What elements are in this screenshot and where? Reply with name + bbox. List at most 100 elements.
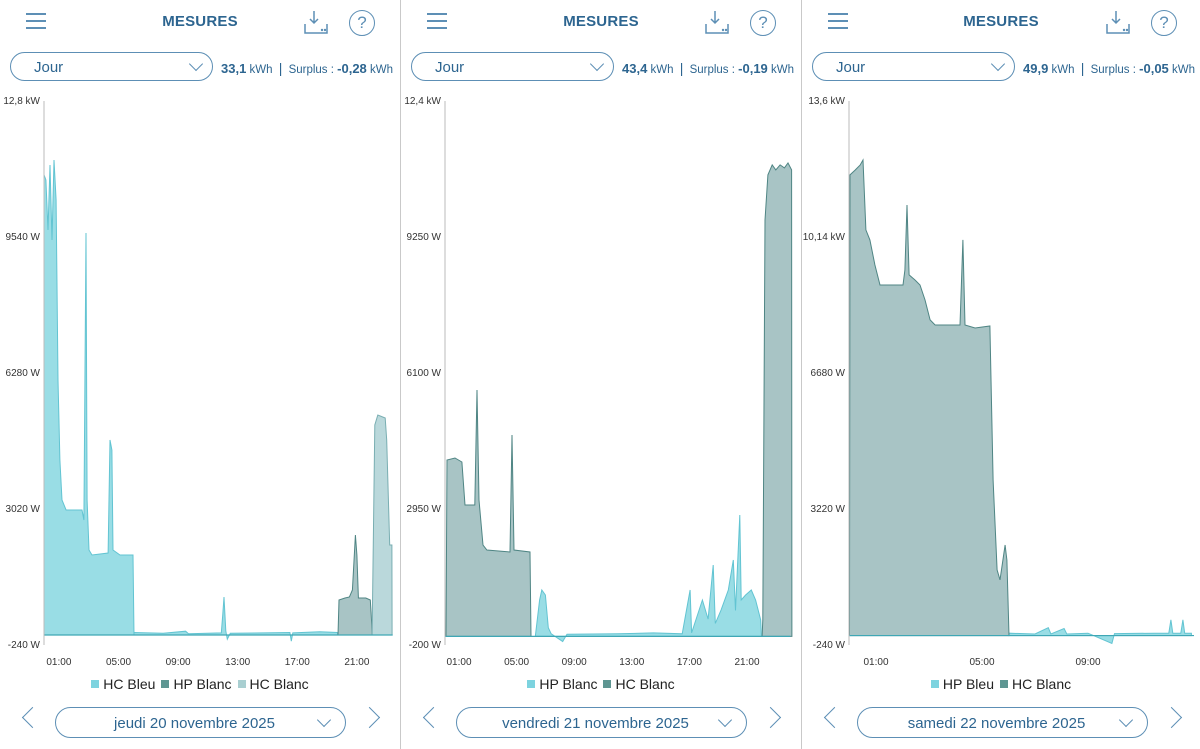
x-tick-label: 01:00: [863, 657, 888, 668]
series-area-hc-blanc: [761, 161, 793, 637]
series-area-hp-blanc: [534, 514, 762, 643]
chart-legend: HP Bleu HC Blanc: [802, 676, 1200, 692]
download-icon[interactable]: [703, 10, 731, 36]
help-icon[interactable]: ?: [1151, 10, 1177, 36]
legend-label: HC Bleu: [103, 676, 156, 692]
legend-item[interactable]: HP Blanc: [527, 676, 597, 692]
surplus-label: Surplus :: [1090, 64, 1136, 76]
date-picker[interactable]: vendredi 21 novembre 2025: [456, 707, 747, 738]
legend-label: HP Bleu: [942, 676, 994, 692]
period-value: Jour: [836, 59, 866, 76]
x-tick-label: 21:00: [344, 657, 369, 668]
legend-label: HC Blanc: [615, 676, 675, 692]
separator: |: [679, 60, 684, 76]
power-chart: 13,6 kW 10,14 kW 6680 W 3220 W -240 W 01:00 05…: [803, 96, 1194, 668]
date-picker[interactable]: jeudi 20 novembre 2025: [55, 707, 346, 738]
x-tick-label: 17:00: [285, 657, 310, 668]
separator: |: [1080, 60, 1085, 76]
x-tick-label: 05:00: [504, 657, 529, 668]
consumption-summary: 43,4 kWh | Surplus : -0,19 kWh: [622, 60, 794, 76]
y-tick-label: 3020 W: [6, 504, 41, 515]
consumption-summary: 33,1 kWh | Surplus : -0,28 kWh: [221, 60, 393, 76]
next-day-button[interactable]: [1160, 706, 1183, 729]
next-day-button[interactable]: [358, 706, 381, 729]
surplus-unit: kWh: [771, 64, 794, 76]
date-value: samedi 22 novembre 2025: [907, 715, 1086, 732]
legend-item[interactable]: HC Blanc: [999, 676, 1072, 692]
panel-day-1: MESURES ? Jour 33,1 kWh | Surplus : -0,2…: [0, 0, 400, 749]
legend-label: HP Blanc: [173, 676, 232, 692]
legend-label: HC Blanc: [1011, 676, 1072, 692]
legend-item[interactable]: HP Blanc: [161, 676, 232, 692]
x-tick-label: 17:00: [677, 657, 702, 668]
y-tick-label: 9250 W: [407, 232, 442, 243]
y-tick-label: -240 W: [813, 640, 846, 651]
power-chart: 12,8 kW 9540 W 6280 W 3020 W -240 W 01:00 05:0…: [3, 96, 393, 668]
y-tick-label: 2950 W: [407, 504, 442, 515]
x-tick-label: 09:00: [562, 657, 587, 668]
surplus-label: Surplus :: [288, 64, 334, 76]
series-area-hp-bleu: [1008, 619, 1192, 645]
y-tick-label: 6280 W: [6, 368, 41, 379]
menu-button[interactable]: [828, 13, 848, 31]
x-tick-label: 01:00: [446, 657, 471, 668]
page-title: MESURES: [563, 13, 639, 30]
consumption-value: 33,1: [221, 61, 247, 76]
x-tick-label: 09:00: [1075, 657, 1100, 668]
y-tick-label: 6680 W: [811, 368, 846, 379]
download-icon[interactable]: [1104, 10, 1132, 36]
date-value: jeudi 20 novembre 2025: [114, 715, 275, 732]
menu-button[interactable]: [427, 13, 447, 31]
legend-item[interactable]: HC Blanc: [237, 676, 309, 692]
period-value: Jour: [435, 59, 465, 76]
legend-swatch: [527, 680, 536, 688]
legend-swatch: [999, 680, 1008, 688]
chart-legend: HC Bleu HP Blanc HC Blanc: [0, 676, 400, 692]
next-day-button[interactable]: [759, 706, 782, 729]
legend-swatch: [237, 680, 246, 688]
period-value: Jour: [34, 59, 64, 76]
consumption-unit: kWh: [249, 64, 273, 76]
help-icon[interactable]: ?: [750, 10, 776, 36]
legend-item[interactable]: HC Blanc: [603, 676, 675, 692]
y-tick-label: 13,6 kW: [808, 96, 845, 107]
separator: |: [278, 60, 283, 76]
page-title: MESURES: [963, 13, 1039, 30]
legend-item[interactable]: HC Bleu: [91, 676, 155, 692]
surplus-value: -0,05: [1139, 61, 1169, 76]
x-tick-label: 01:00: [46, 657, 71, 668]
series-area-hc-blanc: [445, 389, 532, 637]
period-dropdown[interactable]: Jour: [10, 52, 213, 81]
y-tick-label: 12,4 kW: [404, 96, 441, 107]
legend-swatch: [161, 680, 170, 688]
page-title: MESURES: [162, 13, 238, 30]
period-dropdown[interactable]: Jour: [812, 52, 1015, 81]
surplus-value: -0,28: [337, 61, 367, 76]
period-dropdown[interactable]: Jour: [411, 52, 614, 81]
date-value: vendredi 21 novembre 2025: [502, 715, 689, 732]
legend-swatch: [930, 680, 939, 688]
consumption-summary: 49,9 kWh | Surplus : -0,05 kWh: [1023, 60, 1195, 76]
surplus-unit: kWh: [370, 64, 393, 76]
series-area-hc-blanc: [371, 414, 393, 636]
chevron-down-icon: [717, 712, 733, 728]
chevron-down-icon: [1118, 712, 1134, 728]
previous-day-button[interactable]: [422, 706, 445, 729]
menu-button[interactable]: [26, 13, 46, 31]
y-tick-label: 6100 W: [407, 368, 442, 379]
download-icon[interactable]: [302, 10, 330, 36]
legend-item[interactable]: HP Bleu: [930, 676, 994, 692]
divider: [801, 0, 802, 749]
chevron-down-icon: [316, 712, 332, 728]
legend-swatch: [603, 680, 612, 688]
previous-day-button[interactable]: [21, 706, 44, 729]
x-tick-label: 13:00: [619, 657, 644, 668]
panel-day-2: MESURES ? Jour 43,4 kWh | Surplus : -0,1…: [401, 0, 801, 749]
divider: [400, 0, 401, 749]
consumption-unit: kWh: [1051, 64, 1075, 76]
date-picker[interactable]: samedi 22 novembre 2025: [857, 707, 1148, 738]
previous-day-button[interactable]: [823, 706, 846, 729]
help-icon[interactable]: ?: [349, 10, 375, 36]
consumption-unit: kWh: [650, 64, 674, 76]
surplus-value: -0,19: [738, 61, 768, 76]
